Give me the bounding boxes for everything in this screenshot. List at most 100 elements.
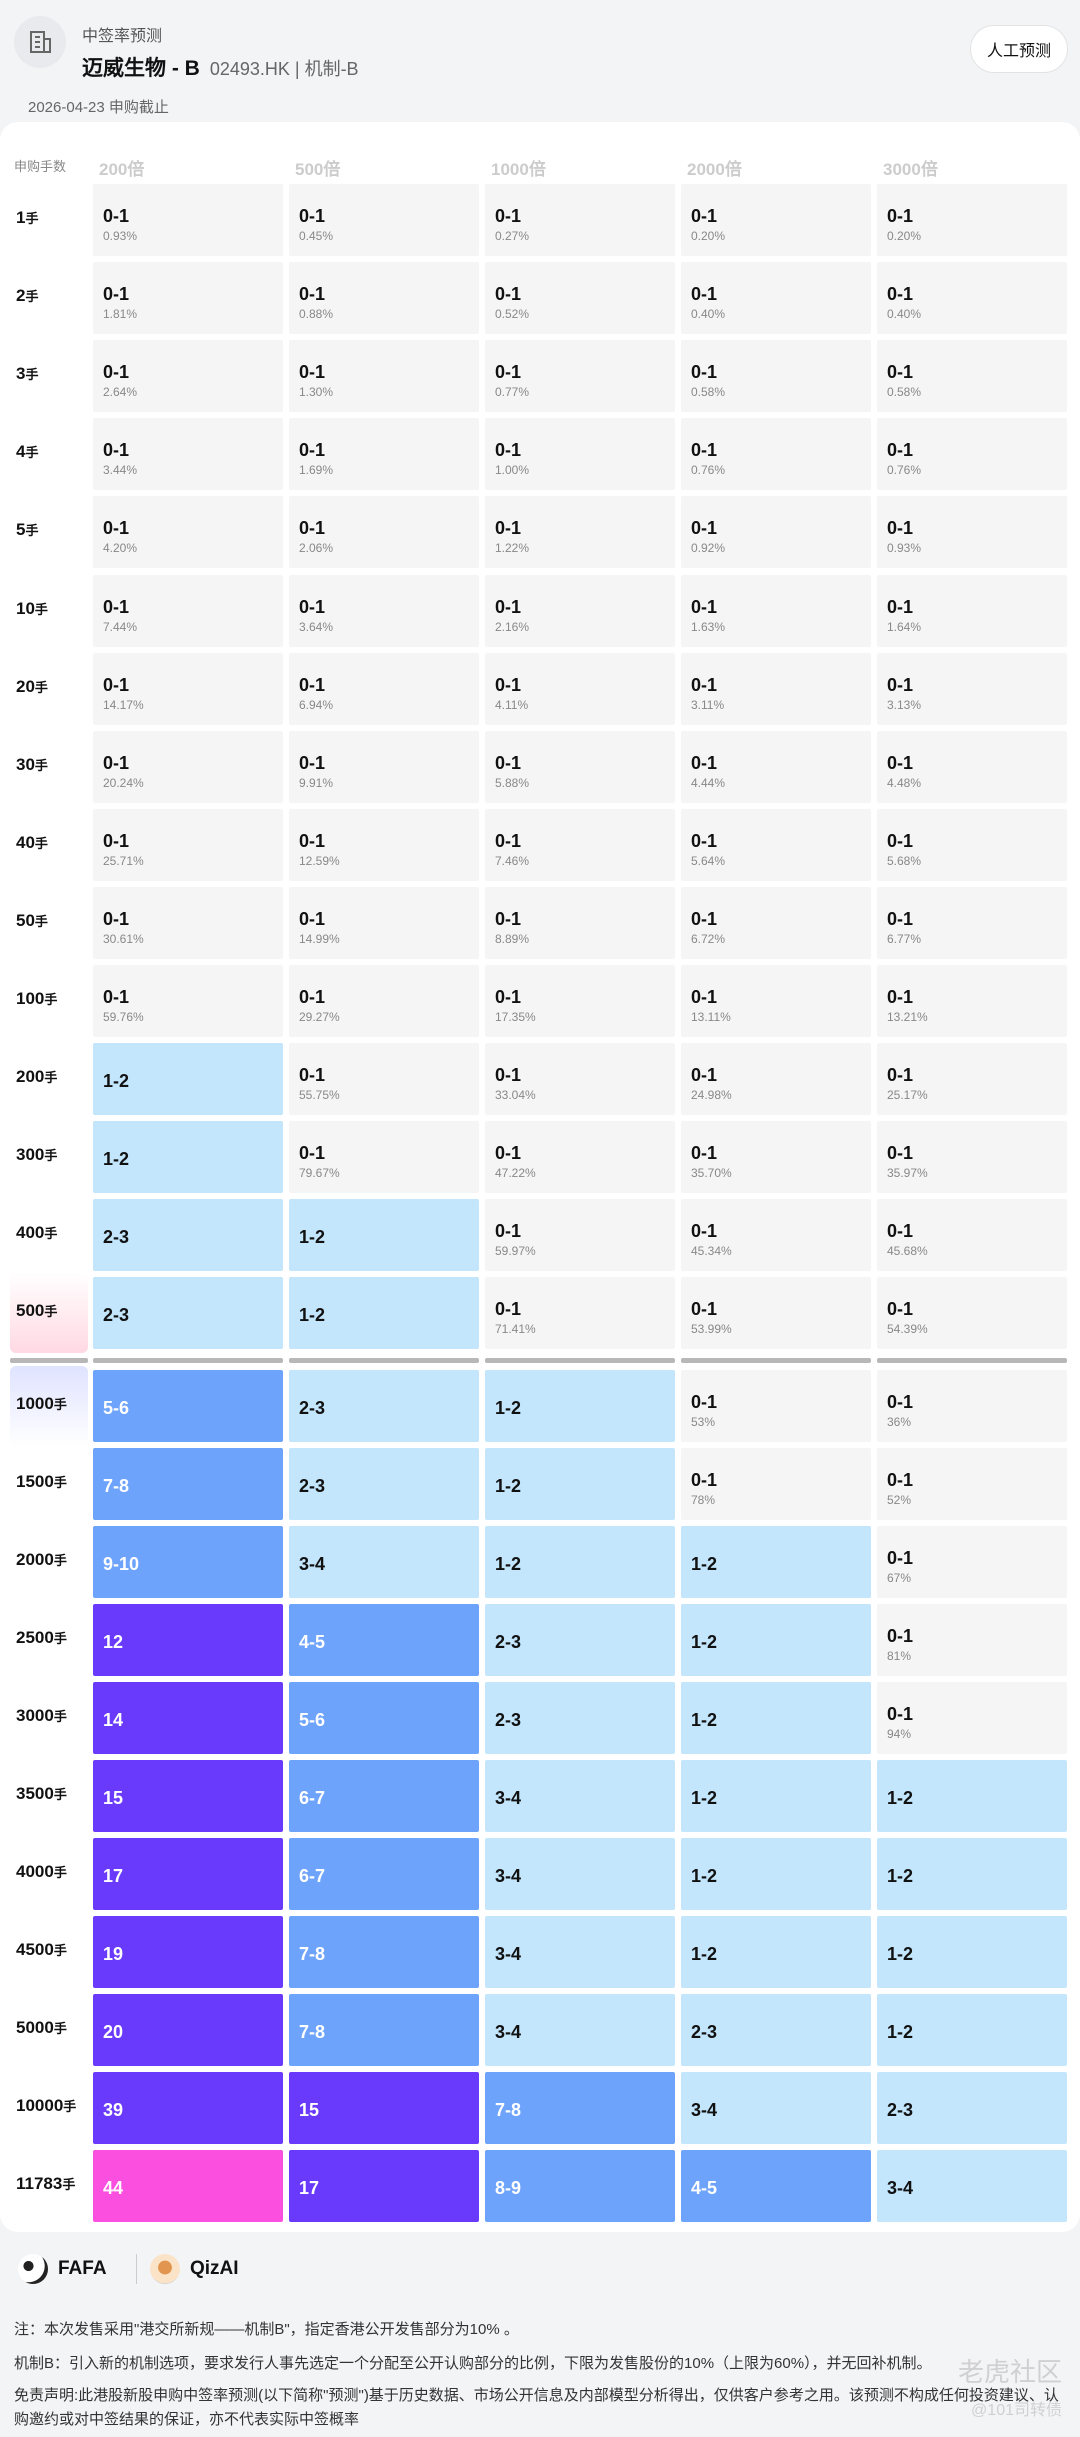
brand-divider (136, 2254, 137, 2284)
qizai-logo-icon (150, 2254, 180, 2284)
allotment-range: 6-7 (299, 1866, 326, 1886)
column-header-4: 3000倍 (883, 160, 938, 179)
column-header-lots: 申购手数 (14, 159, 67, 174)
prediction-cell: 0-1 35.70% (681, 1121, 871, 1194)
row-label-unit: 手 (34, 601, 48, 617)
prediction-cell: 7-8 (485, 2072, 675, 2144)
row-label-number: 2500 (16, 1628, 54, 1647)
allotment-range: 4-5 (299, 1632, 326, 1652)
prediction-cell: 0-1 7.46% (485, 808, 675, 881)
prediction-cell: 1-2 (681, 1682, 871, 1754)
win-probability: 17.35% (495, 1010, 536, 1024)
prediction-cell: 0-1 13.21% (877, 965, 1067, 1037)
prediction-cell: 1-2 (93, 1043, 283, 1116)
allotment-range: 0-1 (299, 752, 326, 773)
prediction-cell: 0-1 4.44% (681, 730, 871, 803)
prediction-cell: 0-1 0.40% (681, 262, 871, 335)
prediction-cell: 0-1 0.93% (877, 496, 1067, 569)
win-probability: 0.92% (691, 541, 726, 556)
row-label-unit: 手 (34, 679, 48, 695)
prediction-cell: 3-4 (485, 1838, 675, 1910)
allotment-range: 0-1 (887, 1704, 914, 1724)
row-label-number: 1 (16, 208, 26, 227)
allotment-range: 0-1 (495, 518, 522, 539)
win-probability: 25.17% (887, 1088, 928, 1103)
allotment-range: 0-1 (103, 830, 130, 851)
win-probability: 20.24% (103, 775, 144, 790)
row-label: 2000手 (16, 1550, 67, 1570)
allotment-range: 0-1 (887, 518, 914, 539)
win-probability: 45.34% (691, 1244, 732, 1259)
row-label: 10000手 (16, 2096, 76, 2116)
allotment-range: 0-1 (495, 1299, 522, 1320)
win-probability: 1.81% (103, 307, 138, 322)
row-label-unit: 手 (25, 445, 39, 461)
allotment-range: 0-1 (887, 440, 914, 461)
allotment-range: 0-1 (691, 596, 718, 617)
prediction-cell: 0-1 2.06% (289, 496, 479, 569)
manual-prediction-button[interactable]: 人工预测 (970, 25, 1068, 73)
prediction-cell: 19 (93, 1916, 283, 1988)
row-label: 30手 (16, 755, 48, 775)
prediction-cell: 0-1 0.76% (681, 418, 871, 491)
win-probability: 7.44% (103, 619, 138, 634)
prediction-cell: 0-1 53% (681, 1370, 871, 1442)
allotment-range: 0-1 (299, 284, 326, 305)
column-header-1: 500倍 (295, 160, 341, 179)
allotment-range: 0-1 (103, 284, 130, 305)
prediction-cell: 0-1 1.22% (485, 496, 675, 569)
allotment-range: 0-1 (495, 1143, 522, 1164)
row-label-unit: 手 (53, 1631, 67, 1646)
allotment-range: 44 (103, 2178, 124, 2198)
allotment-range: 0-1 (495, 206, 522, 226)
prediction-cell: 0-1 6.77% (877, 886, 1067, 959)
win-probability: 29.27% (299, 1010, 340, 1024)
allotment-range: 1-2 (103, 1071, 130, 1092)
allotment-range: 0-1 (495, 674, 522, 695)
prediction-cell: 0-1 1.64% (877, 574, 1067, 647)
allotment-range: 0-1 (691, 674, 718, 695)
row-label: 3000手 (16, 1706, 67, 1726)
label-highlight (10, 1366, 88, 1446)
win-probability: 36% (887, 1415, 912, 1429)
prediction-cell: 0-1 2.64% (93, 340, 283, 413)
prediction-cell: 0-1 17.35% (485, 965, 675, 1037)
prediction-cell: 3-4 (485, 1760, 675, 1832)
allotment-range: 0-1 (495, 830, 522, 851)
win-probability: 4.44% (691, 775, 726, 790)
brand-qizai: QizAI (150, 2254, 239, 2284)
allotment-range: 0-1 (887, 1143, 914, 1164)
win-probability: 6.94% (299, 697, 334, 712)
row-label: 10手 (16, 599, 48, 619)
row-label-number: 2000 (16, 1550, 54, 1569)
prediction-cell: 0-1 30.61% (93, 886, 283, 959)
win-probability: 4.11% (495, 697, 529, 712)
prediction-cell: 6-7 (289, 1838, 479, 1910)
win-probability: 1.64% (887, 619, 922, 634)
row-label-unit: 手 (25, 289, 39, 305)
allotment-range: 0-1 (691, 284, 718, 305)
allotment-range: 1-2 (691, 1866, 718, 1886)
prediction-cell: 0-1 25.71% (93, 808, 283, 881)
win-probability: 6.72% (691, 931, 726, 946)
win-probability: 12.59% (299, 853, 340, 868)
prediction-cell: 4-5 (681, 2150, 871, 2222)
prediction-cell: 0-1 6.94% (289, 652, 479, 725)
allotment-range: 17 (299, 2178, 320, 2198)
row-label-number: 20 (16, 676, 35, 696)
prediction-cell: 0-1 8.89% (485, 886, 675, 959)
row-label-number: 10000 (16, 2096, 64, 2115)
row-label: 11783手 (16, 2174, 75, 2194)
prediction-cell: 3-4 (289, 1526, 479, 1598)
allotment-range: 5-6 (103, 1398, 130, 1418)
prediction-cell: 2-3 (485, 1604, 675, 1676)
prediction-cell: 0-1 3.11% (681, 652, 871, 725)
prediction-cell: 1-2 (877, 1838, 1067, 1910)
prediction-cell: 20 (93, 1994, 283, 2066)
win-probability: 14.17% (103, 697, 144, 712)
allotment-range: 0-1 (103, 362, 130, 383)
allotment-range: 0-1 (691, 1470, 718, 1490)
prediction-cell: 0-1 33.04% (485, 1043, 675, 1116)
row-label-unit: 手 (25, 523, 39, 539)
prediction-cell: 0-1 9.91% (289, 730, 479, 803)
